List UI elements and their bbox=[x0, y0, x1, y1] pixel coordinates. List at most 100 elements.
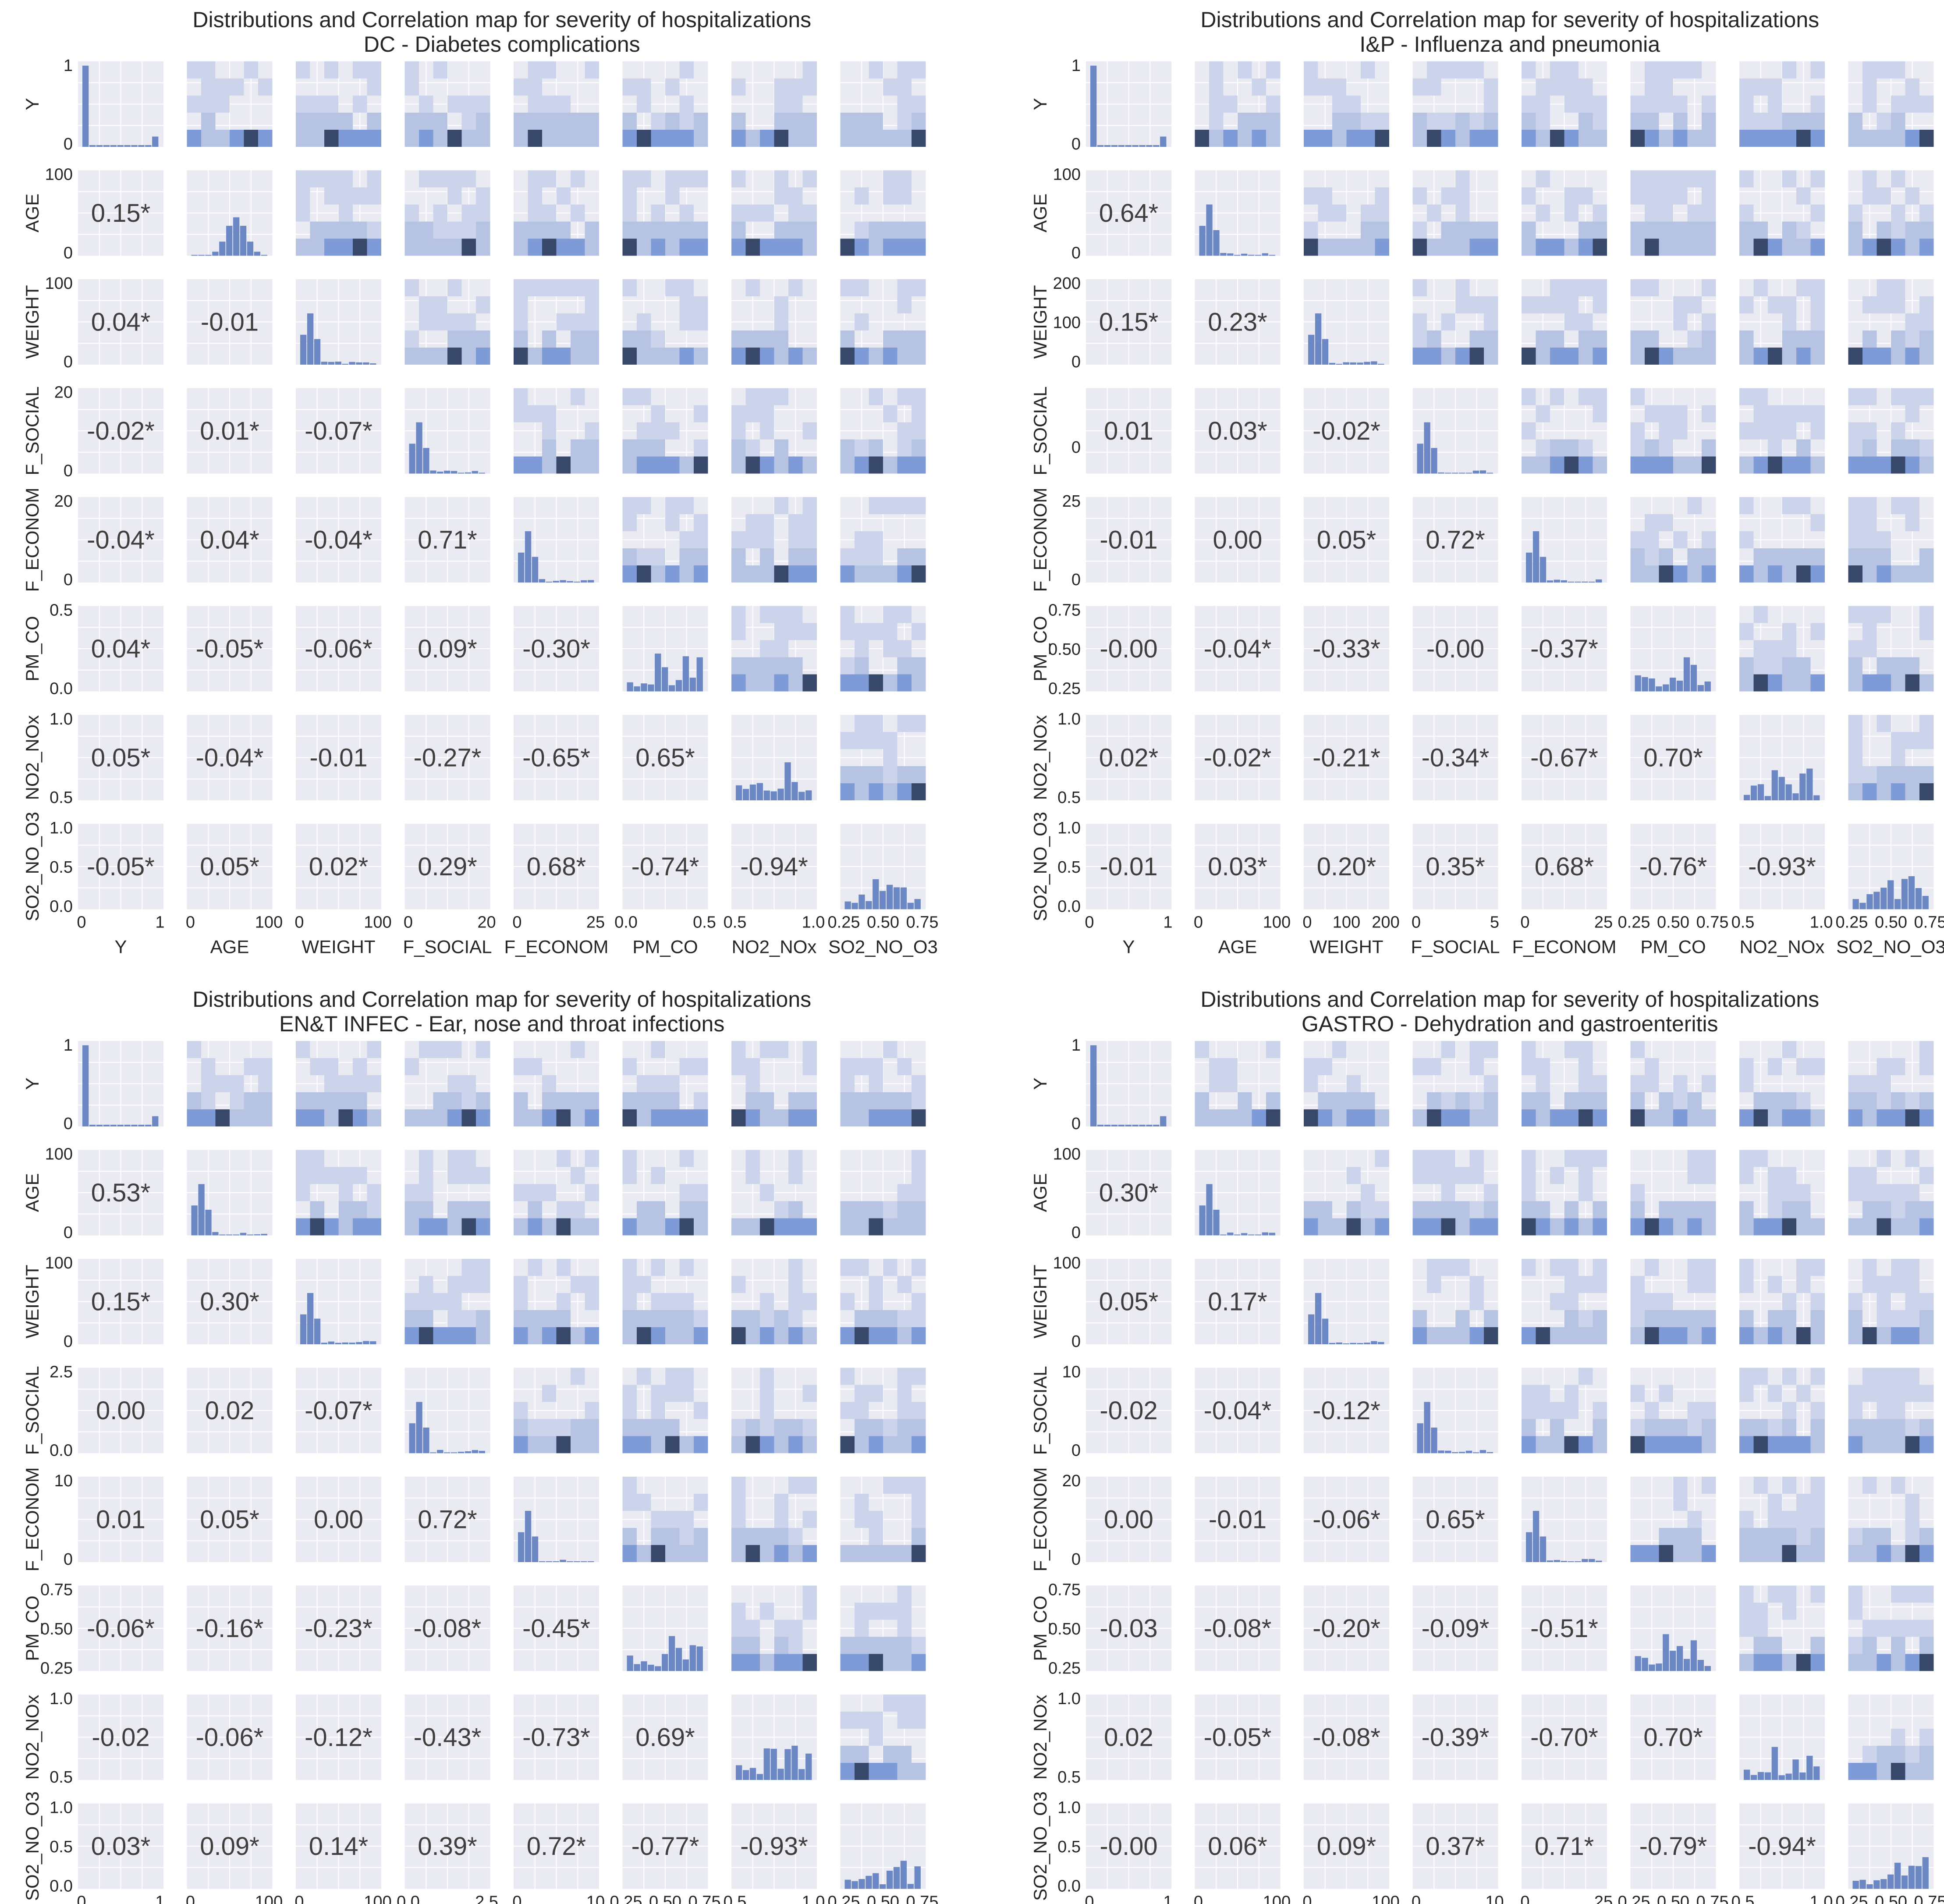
heatmap-cell bbox=[1536, 348, 1550, 365]
heatmap-cell bbox=[1891, 766, 1905, 783]
histogram-bar bbox=[444, 470, 451, 474]
heatmap-cell bbox=[1753, 640, 1768, 657]
heatmap-cell bbox=[367, 1075, 381, 1092]
histogram-bar bbox=[82, 1045, 89, 1126]
heatmap-cell bbox=[1687, 170, 1702, 188]
heatmap-cell bbox=[774, 313, 788, 330]
heatmap-cell bbox=[1810, 1310, 1825, 1327]
heatmap-cell bbox=[1593, 405, 1607, 423]
heatmap-cell bbox=[1346, 1092, 1361, 1109]
heatmap-cell bbox=[1361, 238, 1375, 256]
panel-f_social-f_social bbox=[1412, 388, 1498, 474]
x-tick-label: 10 bbox=[1485, 1893, 1504, 1904]
heatmap-cell bbox=[1361, 61, 1375, 78]
heatmap-cell bbox=[1630, 1109, 1645, 1126]
heatmap-cell bbox=[788, 1327, 803, 1344]
heatmap-cell bbox=[897, 1109, 912, 1126]
heatmap-cell bbox=[651, 456, 665, 474]
y-axis-label: Y bbox=[1030, 1077, 1050, 1090]
histogram-bar bbox=[648, 684, 654, 692]
histogram-bar bbox=[1771, 770, 1778, 800]
heatmap-cell bbox=[912, 1310, 926, 1327]
heatmap-cell bbox=[461, 96, 476, 113]
heatmap-cell bbox=[897, 1477, 912, 1494]
histogram-bar bbox=[1479, 470, 1486, 474]
heatmap-cell bbox=[622, 170, 637, 188]
histogram-bar bbox=[314, 339, 321, 365]
heatmap-cell bbox=[1427, 1259, 1441, 1276]
y-tick-label: 1.0 bbox=[1057, 1690, 1081, 1708]
heatmap-cell bbox=[912, 674, 926, 692]
heatmap-cell bbox=[585, 113, 599, 130]
y-tick-label: 10 bbox=[1062, 1363, 1081, 1382]
heatmap-cell bbox=[1782, 657, 1796, 675]
histogram-bar bbox=[219, 1234, 226, 1236]
heatmap-cell bbox=[1862, 456, 1877, 474]
heatmap-cell bbox=[419, 1276, 433, 1293]
heatmap-cell bbox=[883, 1746, 898, 1763]
heatmap-cell bbox=[869, 1528, 883, 1545]
heatmap-cell bbox=[1753, 1419, 1768, 1436]
panel-weight-f_econom bbox=[514, 1259, 599, 1344]
heatmap-cell bbox=[1209, 113, 1224, 130]
heatmap-cell bbox=[1848, 674, 1862, 692]
histogram-bar bbox=[886, 885, 893, 909]
histogram-bar bbox=[1799, 1772, 1806, 1780]
heatmap-cell bbox=[1209, 61, 1224, 78]
heatmap-cell bbox=[760, 514, 774, 531]
heatmap-cell bbox=[1862, 1436, 1877, 1453]
heatmap-cell bbox=[1796, 1201, 1811, 1218]
heatmap-cell bbox=[760, 388, 774, 405]
histogram-bar bbox=[560, 580, 566, 583]
heatmap-cell bbox=[1579, 1058, 1593, 1075]
correlation-label: 0.03* bbox=[91, 1832, 150, 1861]
heatmap-cell bbox=[258, 1075, 273, 1092]
histogram-bar bbox=[1642, 1658, 1648, 1671]
panel-y-y: 01Y bbox=[1030, 1036, 1171, 1133]
heatmap-cell bbox=[1522, 130, 1536, 147]
heatmap-cell bbox=[883, 1436, 898, 1453]
heatmap-cell bbox=[528, 113, 542, 130]
histogram-bar bbox=[689, 1645, 696, 1671]
heatmap-cell bbox=[1905, 1150, 1919, 1167]
heatmap-cell bbox=[912, 548, 926, 565]
heatmap-cell bbox=[1441, 1184, 1455, 1201]
heatmap-cell bbox=[869, 623, 883, 640]
heatmap-cell bbox=[1412, 78, 1427, 96]
x-axis-label: SO2_NO_O3 bbox=[828, 937, 938, 957]
heatmap-cell bbox=[1412, 1218, 1427, 1236]
histogram-bar bbox=[458, 472, 465, 474]
panel-age-age bbox=[1195, 1150, 1281, 1236]
heatmap-cell bbox=[1810, 1109, 1825, 1126]
heatmap-cell bbox=[1645, 187, 1659, 205]
panel-y-no2_nox bbox=[731, 1041, 817, 1126]
heatmap-cell bbox=[1782, 1654, 1796, 1671]
heatmap-cell bbox=[1645, 78, 1659, 96]
heatmap-cell bbox=[1579, 1310, 1593, 1327]
panel-weight-f_econom bbox=[514, 279, 599, 365]
histogram-bar bbox=[1901, 879, 1908, 909]
y-tick-label: 0.0 bbox=[1057, 1877, 1081, 1896]
heatmap-cell bbox=[745, 330, 760, 348]
heatmap-cell bbox=[760, 548, 774, 565]
histogram-bar bbox=[770, 791, 777, 800]
heatmap-cell bbox=[912, 130, 926, 147]
heatmap-cell bbox=[338, 1109, 353, 1126]
heatmap-cell bbox=[1919, 296, 1934, 313]
heatmap-cell bbox=[1427, 204, 1441, 222]
heatmap-cell bbox=[1346, 1218, 1361, 1236]
heatmap-cell bbox=[637, 439, 651, 457]
panel-age-weight bbox=[296, 1150, 381, 1236]
heatmap-cell bbox=[1877, 1075, 1891, 1092]
heatmap-cell bbox=[514, 1276, 528, 1293]
heatmap-cell bbox=[731, 1436, 746, 1453]
heatmap-cell bbox=[1796, 456, 1811, 474]
panel-f_econom-f_social: 0.72* bbox=[1412, 497, 1498, 583]
heatmap-cell bbox=[476, 1109, 490, 1126]
y-tick-label: 0 bbox=[1071, 571, 1081, 589]
subplot-grid-3: Distributions and Correlation map for se… bbox=[22, 987, 938, 1904]
correlation-label: -0.05* bbox=[87, 853, 155, 881]
heatmap-cell bbox=[1455, 1092, 1470, 1109]
heatmap-cell bbox=[1702, 1310, 1716, 1327]
heatmap-cell bbox=[1919, 238, 1934, 256]
